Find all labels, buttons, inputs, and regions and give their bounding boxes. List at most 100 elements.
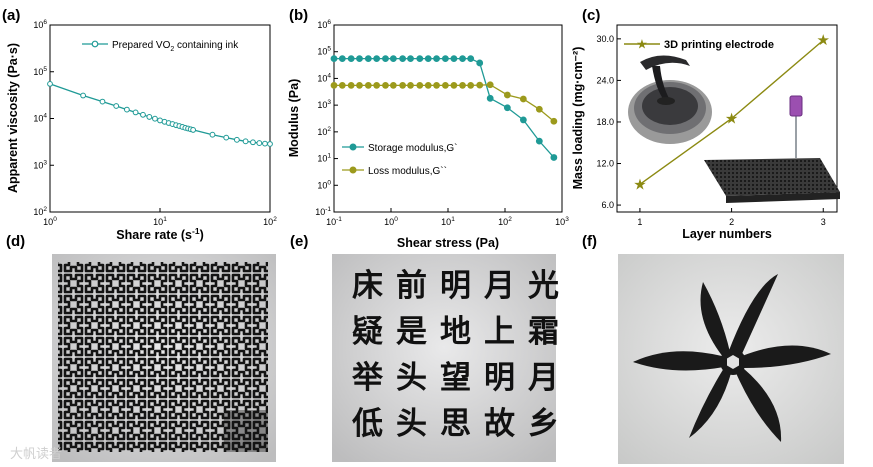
x-axis-label: Shear stress (Pa) bbox=[397, 236, 499, 250]
data-point bbox=[467, 55, 475, 63]
data-point bbox=[486, 81, 494, 89]
legend-entry-storage: Storage modulus,G` bbox=[368, 142, 458, 154]
poem-character: 举 bbox=[351, 360, 384, 396]
data-point bbox=[233, 136, 240, 143]
data-point bbox=[373, 55, 381, 63]
axis-ticks: 10-1 100 101 102 103 10-1 100 101 102 103 104 105 10… bbox=[315, 19, 569, 227]
poem-character: 低 bbox=[351, 406, 383, 442]
y-axis-label: Modulus (Pa) bbox=[287, 79, 301, 157]
data-point bbox=[433, 81, 440, 89]
tick-label: 106 bbox=[33, 19, 47, 30]
modulus-chart: 10-1 100 101 102 103 10-1 100 101 102 103 104 105 10… bbox=[287, 19, 569, 250]
data-point bbox=[519, 116, 527, 124]
poem-character: 望 bbox=[440, 360, 471, 396]
tick-label: 30.0 bbox=[596, 34, 614, 44]
data-point bbox=[99, 98, 106, 105]
series-line bbox=[639, 39, 824, 185]
data-point bbox=[399, 81, 407, 89]
data-point bbox=[330, 81, 338, 89]
panel-label-b: (b) bbox=[289, 7, 308, 24]
hilbert-pattern-photo bbox=[52, 254, 276, 462]
data-point bbox=[467, 81, 475, 89]
data-point bbox=[424, 55, 432, 63]
x-axis-label: Share rate (s-1) bbox=[116, 226, 203, 242]
tick-label: 2 bbox=[729, 217, 734, 227]
data-point bbox=[190, 127, 197, 133]
data-point bbox=[146, 114, 153, 120]
data-point bbox=[550, 154, 558, 161]
watermark: 大帆读者 bbox=[10, 447, 62, 462]
legend-entry: 3D printing electrode bbox=[664, 39, 774, 51]
poem-character: 头 bbox=[396, 406, 427, 442]
data-point-star-icon: ★ bbox=[725, 111, 738, 128]
data-point bbox=[338, 55, 346, 63]
data-point bbox=[152, 115, 158, 122]
data-point bbox=[459, 55, 466, 63]
data-point bbox=[503, 91, 511, 99]
tick-label: 106 bbox=[317, 19, 331, 30]
tick-label: 102 bbox=[33, 206, 47, 217]
tick-label: 105 bbox=[317, 46, 331, 57]
legend-entry-loss: Loss modulus,G`` bbox=[368, 165, 447, 177]
tick-label: 101 bbox=[441, 216, 455, 227]
data-point bbox=[441, 81, 449, 89]
ink-beaker-photo bbox=[628, 55, 712, 144]
series-points: ★ ★ ★ bbox=[633, 32, 830, 193]
panel-label-f: (f) bbox=[582, 233, 597, 250]
data-point bbox=[373, 81, 381, 89]
data-point bbox=[476, 81, 484, 89]
panel-label-d: (d) bbox=[6, 233, 25, 250]
poem-character: 乡 bbox=[528, 406, 559, 442]
data-point bbox=[132, 109, 139, 116]
data-point bbox=[459, 81, 466, 89]
tick-label: 100 bbox=[317, 179, 331, 190]
data-point bbox=[535, 137, 543, 145]
data-point bbox=[256, 140, 263, 146]
data-point bbox=[140, 111, 146, 118]
poem-character: 思 bbox=[440, 406, 471, 442]
data-point bbox=[389, 81, 397, 89]
axis-ticks: 100 101 102 102 103 104 105 106 bbox=[33, 19, 277, 227]
data-point bbox=[356, 55, 363, 63]
loss-modulus-line bbox=[334, 84, 555, 122]
data-point bbox=[399, 55, 407, 63]
poem-character: 故 bbox=[484, 406, 515, 442]
data-point bbox=[550, 117, 558, 125]
tick-label: 3 bbox=[821, 217, 826, 227]
y-axis-label: Mass loading (mg·cm⁻²) bbox=[571, 47, 585, 190]
tick-label: 100 bbox=[43, 216, 57, 227]
tick-label: 104 bbox=[33, 113, 47, 124]
poem-characters: 床前明月光疑是地上霜举头望明月低头思故乡 bbox=[351, 268, 559, 442]
data-point bbox=[356, 81, 363, 89]
data-point-star-icon: ★ bbox=[633, 176, 646, 193]
tick-label: 1 bbox=[637, 217, 642, 227]
tick-label: 18.0 bbox=[596, 117, 614, 127]
data-point bbox=[80, 92, 87, 99]
plot-frame bbox=[616, 24, 838, 213]
poem-character: 是 bbox=[396, 314, 427, 350]
data-point bbox=[338, 81, 346, 89]
mass-loading-chart: 1 2 3 6.0 12.0 18.0 24.0 30.0 ★ ★ ★ ★ 3D printing… bbox=[571, 24, 840, 241]
series-points bbox=[330, 55, 558, 161]
data-point bbox=[267, 141, 273, 147]
data-point bbox=[47, 80, 53, 87]
poem-character: 地 bbox=[440, 314, 471, 350]
printed-electrode-photo bbox=[704, 95, 840, 203]
data-point bbox=[407, 55, 414, 63]
series-points bbox=[47, 80, 273, 147]
tick-label: 103 bbox=[33, 159, 47, 170]
data-point bbox=[250, 139, 256, 146]
poem-character: 床 bbox=[352, 268, 383, 304]
poem-character: 前 bbox=[396, 268, 427, 304]
data-point bbox=[389, 55, 397, 63]
data-point bbox=[113, 103, 120, 109]
legend-marker-storage bbox=[349, 143, 357, 151]
tick-label: 102 bbox=[498, 216, 512, 227]
tick-label: 12.0 bbox=[596, 159, 614, 169]
poem-character: 光 bbox=[528, 268, 559, 304]
data-point bbox=[364, 55, 372, 63]
data-point bbox=[407, 81, 414, 89]
poem-character: 霜 bbox=[528, 314, 559, 350]
legend-entry: Prepared VO2 containing ink bbox=[112, 40, 239, 53]
data-point bbox=[450, 81, 458, 89]
